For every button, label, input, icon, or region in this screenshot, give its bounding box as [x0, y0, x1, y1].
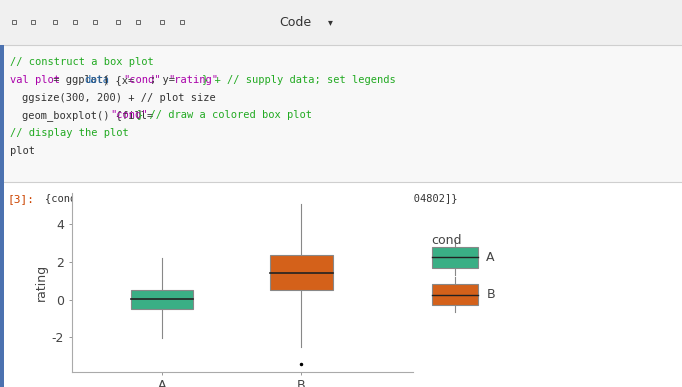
Text: "cond": "cond" — [123, 75, 160, 85]
Text: A: A — [486, 251, 494, 264]
Text: Code: Code — [279, 16, 311, 29]
Text: [3]:: [3]: — [8, 194, 35, 204]
Text: "rating": "rating" — [168, 75, 218, 85]
Text: ▾: ▾ — [327, 17, 332, 27]
Text: geom_boxplot() {fill=: geom_boxplot() {fill= — [22, 110, 153, 122]
Text: ; y=: ; y= — [150, 75, 175, 85]
Text: val plot: val plot — [10, 75, 60, 85]
Bar — [0, 45, 4, 182]
Bar — [270, 255, 333, 290]
Text: } + // supply data; set legends: } + // supply data; set legends — [202, 75, 396, 85]
Text: "cond": "cond" — [110, 110, 147, 120]
Bar — [432, 284, 477, 305]
Text: = ggplot(: = ggplot( — [47, 75, 110, 85]
Text: // construct a box plot: // construct a box plot — [10, 57, 153, 67]
Text: data: data — [84, 75, 109, 85]
Text: {cond=[A, B], rating=[-3.3812632581654454E-4, 1.3530503384104802]}: {cond=[A, B], rating=[-3.381263258165445… — [45, 194, 458, 204]
Text: ) {x=: ) {x= — [103, 75, 134, 85]
Bar — [131, 290, 194, 309]
Bar — [0, 182, 4, 387]
Y-axis label: rating: rating — [34, 264, 48, 301]
Text: } // draw a colored box plot: } // draw a colored box plot — [137, 110, 312, 120]
Text: plot: plot — [10, 146, 35, 156]
Bar — [432, 247, 477, 268]
Text: cond: cond — [432, 234, 462, 247]
Text: B: B — [486, 288, 495, 301]
Bar — [0, 0, 682, 45]
Text: // display the plot: // display the plot — [10, 128, 129, 138]
Text: ggsize(300, 200) + // plot size: ggsize(300, 200) + // plot size — [22, 92, 216, 103]
